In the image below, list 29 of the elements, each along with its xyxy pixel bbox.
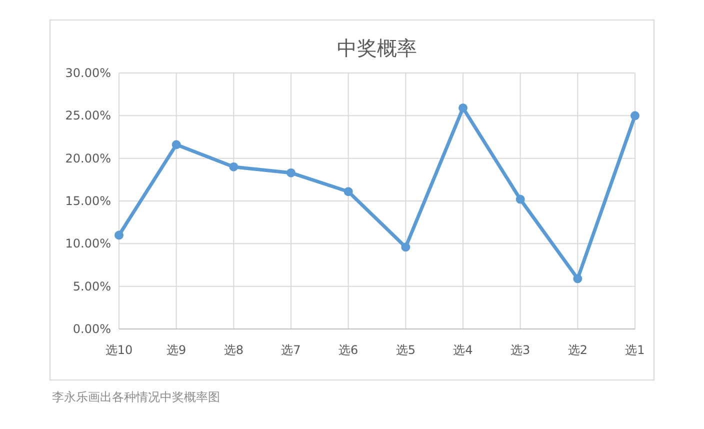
- y-tick-label: 10.00%: [65, 236, 111, 251]
- point: [401, 242, 410, 252]
- x-tick-label: 选4: [453, 343, 473, 357]
- y-tick-label: 15.00%: [65, 194, 111, 208]
- x-tick-label: 选6: [338, 343, 358, 357]
- point: [286, 168, 296, 178]
- point: [458, 103, 468, 112]
- y-tick-label: 30.00%: [65, 66, 111, 80]
- point: [344, 187, 353, 196]
- x-tick-label: 选7: [281, 343, 301, 357]
- point: [573, 274, 582, 284]
- y-tick-label: 5.00%: [72, 279, 111, 294]
- x-tick-label: 选5: [396, 343, 416, 357]
- x-tick-label: 选8: [224, 343, 244, 357]
- x-tick-label: 选1: [625, 343, 645, 357]
- y-tick-label: 20.00%: [65, 151, 111, 166]
- x-tick-label: 选9: [166, 343, 186, 357]
- point: [114, 230, 124, 240]
- text: 李永乐画出各种情况中奖概率图: [52, 390, 220, 404]
- x-tick-label: 选10: [105, 343, 133, 357]
- x-tick-label: 选3: [510, 343, 530, 357]
- point: [229, 162, 238, 172]
- y-tick-label: 25.00%: [65, 108, 111, 123]
- point: [516, 194, 525, 204]
- chart-title: 中奖概率: [337, 36, 417, 60]
- point: [630, 111, 640, 120]
- y-tick-label: 0.00%: [72, 322, 111, 336]
- x-tick-label: 选2: [568, 343, 588, 357]
- point: [172, 140, 181, 150]
